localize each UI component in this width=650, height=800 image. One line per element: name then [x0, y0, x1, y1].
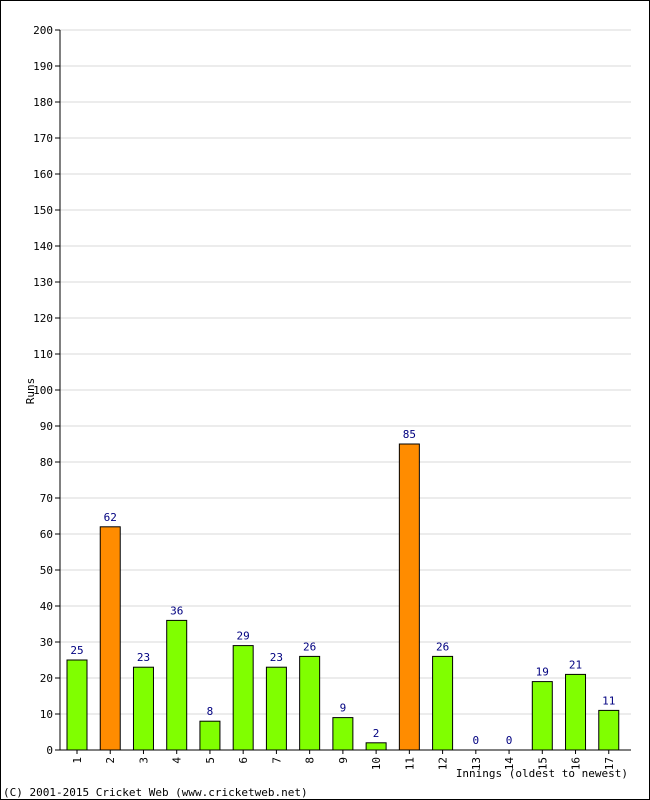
x-tick-label-6: 6 [237, 757, 250, 764]
y-tick-label: 150 [33, 204, 53, 217]
value-label-3: 23 [137, 651, 150, 664]
bar-9 [332, 717, 354, 751]
value-label-4: 36 [170, 604, 183, 617]
value-label-1: 25 [70, 644, 83, 657]
y-tick-label: 200 [33, 24, 53, 37]
value-label-17: 11 [602, 694, 615, 707]
x-tick-label-11: 11 [403, 757, 416, 770]
gridlines [60, 29, 631, 715]
x-tick-labels: 1 2 3 4 5 6 7 8 9 10 11 12 13 14 15 16 17 [71, 750, 616, 770]
bar-16 [565, 673, 587, 751]
bar-17 [598, 709, 620, 751]
bar-7 [265, 666, 287, 751]
x-tick-label-3: 3 [137, 757, 150, 764]
x-axis-label: Innings (oldest to newest) [456, 767, 628, 780]
x-tick-label-12: 12 [437, 757, 450, 770]
bars [66, 443, 620, 751]
bar-8 [299, 655, 321, 751]
bar-6 [232, 645, 254, 751]
y-tick-labels: 0 10 20 30 40 50 60 70 80 90 100 110 120 130 140 150 160… [33, 24, 60, 757]
x-tick-label-8: 8 [304, 757, 317, 764]
bar-12 [432, 655, 454, 751]
x-tick-label-5: 5 [204, 757, 217, 764]
value-label-15: 19 [536, 666, 549, 679]
value-label-6: 29 [237, 630, 250, 643]
y-tick-label: 70 [40, 492, 53, 505]
y-tick-label: 30 [40, 636, 53, 649]
y-tick-label: 120 [33, 312, 53, 325]
copyright-footer: (C) 2001-2015 Cricket Web (www.cricketwe… [3, 786, 308, 799]
x-tick-label-16: 16 [570, 757, 583, 770]
value-label-16: 21 [569, 658, 582, 671]
y-tick-label: 90 [40, 420, 53, 433]
value-label-10: 2 [373, 727, 380, 740]
value-label-2: 62 [104, 511, 117, 524]
value-label-13: 0 [473, 734, 480, 747]
y-tick-label: 80 [40, 456, 53, 469]
y-axis-label: Runs [24, 378, 37, 405]
x-tick-label-1: 1 [71, 757, 84, 764]
value-label-5: 8 [207, 705, 214, 718]
x-tick-label-14: 14 [503, 757, 516, 771]
y-tick-label: 190 [33, 60, 53, 73]
bar-11 [398, 443, 420, 751]
y-tick-label: 0 [46, 744, 53, 757]
x-tick-label-10: 10 [370, 757, 383, 770]
x-tick-label-17: 17 [603, 757, 616, 770]
x-tick-label-2: 2 [104, 757, 117, 764]
y-tick-label: 180 [33, 96, 53, 109]
value-label-12: 26 [436, 640, 449, 653]
y-tick-label: 170 [33, 132, 53, 145]
bar-3 [132, 666, 154, 751]
bar-15 [531, 681, 553, 751]
x-tick-label-15: 15 [536, 757, 549, 770]
y-tick-label: 160 [33, 168, 53, 181]
value-label-7: 23 [270, 651, 283, 664]
value-labels: 25 62 23 36 8 29 23 26 9 2 85 26 0 0 19 21 11 [70, 428, 615, 747]
bar-1 [66, 659, 88, 751]
x-tick-label-13: 13 [470, 757, 483, 770]
y-tick-label: 10 [40, 708, 53, 721]
y-tick-label: 40 [40, 600, 53, 613]
bar-4 [166, 619, 188, 751]
y-tick-label: 60 [40, 528, 53, 541]
y-tick-label: 100 [33, 384, 53, 397]
value-label-8: 26 [303, 640, 316, 653]
value-label-9: 9 [340, 702, 347, 715]
y-tick-label: 140 [33, 240, 53, 253]
y-tick-label: 50 [40, 564, 53, 577]
bar-5 [199, 720, 221, 751]
y-tick-label: 20 [40, 672, 53, 685]
x-tick-label-7: 7 [270, 757, 283, 764]
x-tick-label-9: 9 [337, 757, 350, 764]
bar-2 [99, 526, 121, 751]
x-tick-label-4: 4 [171, 757, 184, 764]
y-tick-label: 110 [33, 348, 53, 361]
y-tick-label: 130 [33, 276, 53, 289]
value-label-11: 85 [403, 428, 416, 441]
value-label-14: 0 [506, 734, 513, 747]
bar-10 [365, 742, 387, 751]
